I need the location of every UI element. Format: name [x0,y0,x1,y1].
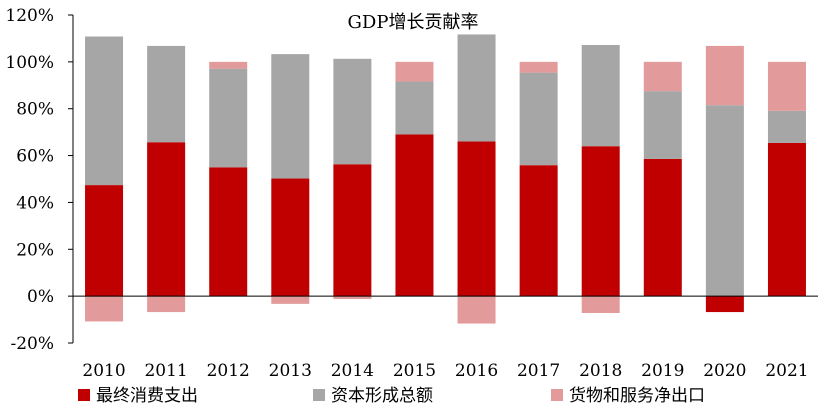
bar-2014-series-1 [333,164,372,297]
bar-2013-series-3 [271,296,310,304]
x-tick-label: 2012 [207,361,250,381]
y-tick-label: 40% [16,193,54,213]
bar-2016-series-1 [457,141,496,297]
legend-label-3: 货物和服务净出口 [569,386,705,406]
bar-2014-series-3 [333,296,372,299]
x-tick-label: 2015 [393,361,436,381]
axes-layer: 2010 2011 2012 2013 2014 2015 2016 2017 2018 2019… [5,6,818,381]
bar-2012-series-2 [209,68,248,168]
bar-2016-series-3 [457,296,496,324]
bar-2011-series-3 [147,296,186,313]
bar-2015-series-1 [395,134,434,297]
bar-2010-series-2 [85,36,124,186]
bar-2019-series-1 [643,158,682,297]
y-tick-label: 100% [5,53,54,73]
x-tick-label: 2020 [703,361,746,381]
y-tick-label: 80% [16,100,54,120]
x-tick-label: 2010 [82,361,125,381]
x-tick-label: 2018 [579,361,622,381]
legend-swatch-2 [313,389,325,401]
x-tick-label: 2016 [455,361,498,381]
bar-2018-series-3 [581,296,620,314]
bar-2014-series-2 [333,58,372,165]
bar-2010-series-3 [85,296,124,322]
bars-layer [85,34,806,324]
legend-swatch-3 [551,389,563,401]
bar-2012-series-3 [209,61,248,69]
bar-2012-series-1 [209,167,248,297]
x-tick-label: 2021 [765,361,808,381]
bar-2010-series-1 [85,185,124,297]
bar-2021-series-2 [767,110,806,143]
bar-2021-series-3 [767,61,806,111]
chart-title: GDP增长贡献率 [348,12,479,33]
y-tick-label: 120% [5,6,54,26]
x-tick-label: 2017 [517,361,560,381]
bar-2015-series-2 [395,81,434,135]
bar-2019-series-2 [643,91,682,159]
y-tick-label: -20% [10,334,54,354]
bar-2018-series-1 [581,146,620,297]
bar-2011-series-1 [147,142,186,297]
legend-label-1: 最终消费支出 [96,386,198,406]
y-tick-label: 20% [16,240,54,260]
x-tick-label: 2019 [641,361,684,381]
bar-2015-series-3 [395,61,434,82]
x-tick-label: 2014 [331,361,374,381]
bar-2017-series-2 [519,72,558,166]
bar-2017-series-3 [519,61,558,73]
bar-2013-series-1 [271,178,310,297]
legend: 最终消费支出 资本形成总额 货物和服务净出口 [78,386,705,406]
bar-2019-series-3 [643,61,682,92]
bar-2020-series-1 [705,296,744,313]
bar-2021-series-1 [767,142,806,297]
y-tick-label: 0% [27,287,54,307]
bar-2016-series-2 [457,34,496,142]
legend-swatch-1 [78,389,90,401]
bar-2020-series-2 [705,105,744,297]
bar-2020-series-3 [705,45,744,106]
y-tick-label: 60% [16,147,54,167]
bar-2013-series-2 [271,54,310,179]
bar-2017-series-1 [519,165,558,297]
x-tick-label: 2011 [144,361,187,381]
bar-2011-series-2 [147,45,186,143]
x-tick-label: 2013 [269,361,312,381]
legend-label-2: 资本形成总额 [331,386,433,406]
bar-2018-series-2 [581,44,620,147]
